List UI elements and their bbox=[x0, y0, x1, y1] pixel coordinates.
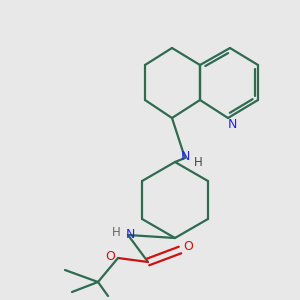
Text: N: N bbox=[180, 149, 190, 163]
Text: O: O bbox=[105, 250, 115, 262]
Text: N: N bbox=[227, 118, 237, 130]
Text: O: O bbox=[183, 239, 193, 253]
Text: H: H bbox=[112, 226, 120, 238]
Text: N: N bbox=[125, 229, 135, 242]
Text: H: H bbox=[194, 155, 202, 169]
